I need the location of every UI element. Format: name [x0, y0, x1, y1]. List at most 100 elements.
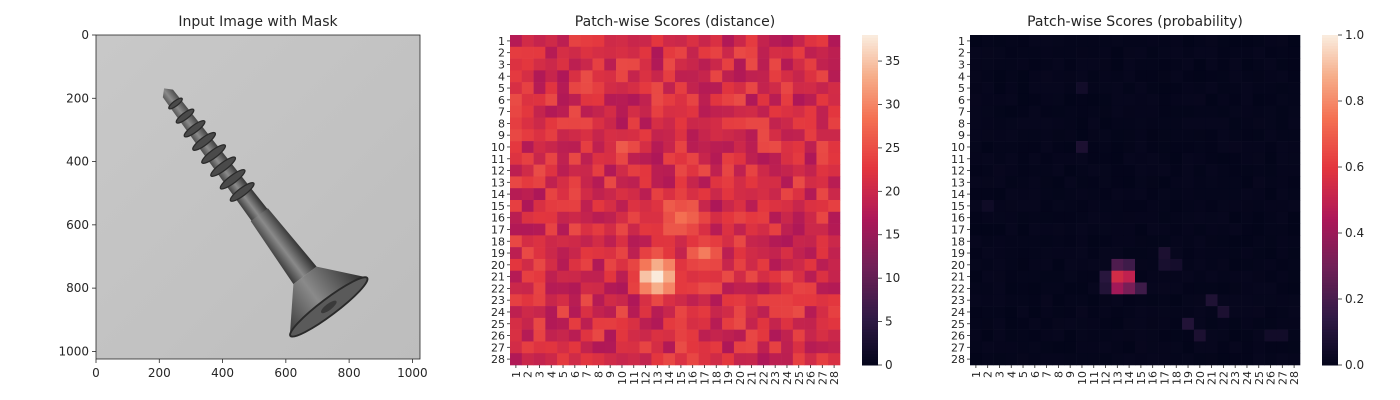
- heatmap-cell: [1205, 258, 1218, 272]
- colorbar-segment: [1322, 233, 1338, 237]
- heatmap-cell: [545, 35, 558, 48]
- heatmap-cell: [1146, 70, 1159, 83]
- colorbar-segment: [1322, 76, 1338, 80]
- heatmap-cell: [663, 258, 676, 272]
- colorbar-segment: [862, 158, 878, 162]
- heatmap-cell: [1005, 82, 1018, 95]
- heatmap-cell: [1276, 188, 1289, 201]
- heatmap-cell: [545, 117, 558, 130]
- heatmap-cell: [1135, 117, 1148, 130]
- heatmap-cell: [639, 341, 652, 354]
- heatmap-cell: [792, 306, 805, 319]
- heatmap-cell: [686, 353, 699, 366]
- heatmap-cell: [651, 223, 664, 236]
- heatmap-cell: [521, 164, 534, 177]
- row-label: 10: [491, 141, 505, 154]
- heatmap-cell: [769, 93, 782, 107]
- heatmap-cell: [1099, 105, 1112, 118]
- colorbar-segment: [1322, 98, 1338, 102]
- col-label: 17: [1158, 371, 1171, 385]
- heatmap-cell: [1229, 235, 1242, 248]
- heatmap-cell: [1099, 223, 1112, 236]
- heatmap-cell: [1076, 141, 1089, 154]
- heatmap-cell: [521, 258, 534, 272]
- heatmap-cell: [769, 306, 782, 319]
- row-label: 27: [491, 341, 505, 354]
- heatmap-cell: [1087, 58, 1100, 71]
- heatmap-cell: [568, 93, 582, 107]
- colorbar-segment: [862, 359, 878, 363]
- heatmap-cell: [1241, 247, 1254, 260]
- heatmap-cell: [1064, 282, 1077, 295]
- heatmap-cell: [1229, 70, 1242, 83]
- heatmap-cell: [722, 46, 735, 59]
- row-label: 24: [491, 306, 505, 319]
- heatmap-cell: [616, 258, 629, 272]
- heatmap-cell: [1087, 152, 1100, 165]
- col-label: 20: [734, 371, 747, 385]
- heatmap-cell: [745, 353, 758, 366]
- colorbar-segment: [1322, 95, 1338, 99]
- heatmap-cell: [533, 223, 546, 236]
- heatmap-cell: [1111, 46, 1124, 59]
- row-label: 6: [498, 94, 505, 107]
- heatmap-cell: [1064, 105, 1077, 118]
- heatmap-cell: [1064, 58, 1077, 71]
- heatmap-cell: [568, 70, 582, 83]
- heatmap-cell: [1217, 329, 1230, 342]
- heatmap-cell: [1135, 353, 1148, 366]
- heatmap-cell: [533, 329, 546, 342]
- heatmap-cell: [1005, 188, 1018, 201]
- heatmap-cell: [1276, 152, 1289, 165]
- heatmap-cell: [1264, 258, 1277, 272]
- heatmap-cell: [1288, 247, 1301, 260]
- heatmap-cell: [1028, 141, 1042, 154]
- heatmap-cell: [722, 258, 735, 272]
- heatmap-cell: [580, 235, 593, 248]
- heatmap-cell: [521, 70, 534, 83]
- heatmap-cell: [1229, 258, 1242, 272]
- heatmap-cell: [592, 247, 605, 260]
- heatmap-cell: [757, 58, 770, 71]
- heatmap-cell: [1076, 247, 1089, 260]
- heatmap-cell: [510, 82, 523, 95]
- colorbar-segment: [862, 301, 878, 305]
- heatmap-cell: [1017, 353, 1030, 366]
- heatmap-cell: [627, 317, 640, 330]
- heatmap-cell: [816, 141, 829, 154]
- heatmap-cell: [781, 46, 794, 59]
- heatmap-cell: [568, 294, 582, 307]
- colorbar-segment: [1322, 54, 1338, 58]
- heatmap-cell: [698, 152, 711, 165]
- heatmap-cell: [580, 152, 593, 165]
- colorbar-segment: [1322, 321, 1338, 325]
- heatmap-cell: [663, 117, 676, 130]
- heatmap-cell: [828, 235, 841, 248]
- heatmap-cell: [792, 93, 805, 107]
- heatmap-cell: [592, 258, 605, 272]
- colorbar-segment: [1322, 359, 1338, 363]
- heatmap-cell: [1217, 223, 1230, 236]
- heatmap-cell: [757, 270, 770, 283]
- heatmap-cell: [1170, 129, 1183, 142]
- heatmap-cell: [639, 317, 652, 330]
- heatmap-cell: [592, 129, 605, 142]
- heatmap-cell: [1158, 223, 1171, 236]
- heatmap-cell: [828, 93, 841, 107]
- heatmap-cell: [1005, 329, 1018, 342]
- heatmap-cell: [651, 188, 664, 201]
- colorbar-segment: [862, 288, 878, 292]
- heatmap-cell: [1193, 211, 1207, 224]
- heatmap-cell: [1182, 294, 1195, 307]
- heatmap-cell: [792, 117, 805, 130]
- heatmap-cell: [1252, 247, 1265, 260]
- heatmap-cell: [1158, 306, 1171, 319]
- heatmap-cell: [1193, 306, 1207, 319]
- heatmap-cell: [675, 329, 688, 342]
- heatmap-cell: [545, 223, 558, 236]
- heatmap-cell: [1229, 270, 1242, 283]
- heatmap-cell: [816, 200, 829, 213]
- heatmap-cell: [580, 70, 593, 83]
- heatmap-cell: [651, 152, 664, 165]
- heatmap-cell: [993, 353, 1006, 366]
